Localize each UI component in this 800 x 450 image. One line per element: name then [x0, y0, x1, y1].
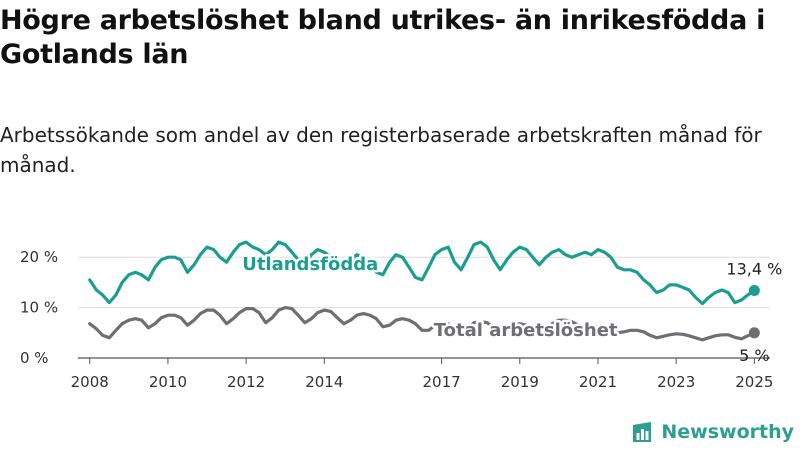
- x-tick-label: 2025: [735, 373, 773, 391]
- axes: 0 % 10 % 20 % 2008 2010 2012 2014 2017 2019 2021 2…: [20, 248, 773, 391]
- x-tick-label: 2010: [149, 373, 187, 391]
- gridlines: [78, 256, 770, 359]
- x-tick-label: 2008: [71, 373, 109, 391]
- x-tick-label: 2019: [501, 373, 539, 391]
- end-value-label-total: 5 %: [739, 346, 769, 365]
- y-tick-label: 0 %: [20, 349, 49, 367]
- series-label-total: Total arbetslöshet: [434, 320, 618, 341]
- y-tick-label: 20 %: [20, 248, 58, 266]
- x-tick-label: 2023: [657, 373, 695, 391]
- chart-subtitle: Arbetssökande som andel av den registerb…: [0, 123, 762, 177]
- series-lines: [88, 240, 760, 342]
- series-labels: Utlandsfödda Total arbetslöshet 13,4 % 5 %: [240, 251, 783, 365]
- series-label-utlandsfodda: Utlandsfödda: [242, 254, 378, 275]
- newsworthy-logo-icon: [633, 422, 652, 442]
- x-tick-label: 2017: [422, 373, 460, 391]
- series-line-1: [88, 306, 757, 342]
- series-line-0: [88, 240, 757, 306]
- brand-name: Newsworthy: [661, 421, 794, 443]
- x-tick-label: 2012: [227, 373, 265, 391]
- x-tick-label: 2014: [305, 373, 343, 391]
- series-end-point-0: [748, 284, 760, 296]
- end-value-label-utlandsfodda: 13,4 %: [726, 259, 782, 278]
- series-end-point-1: [748, 327, 760, 339]
- brand-logo: Newsworthy: [631, 420, 794, 444]
- y-tick-label: 10 %: [20, 299, 58, 317]
- chart-title: Högre arbetslöshet bland utrikes- än inr…: [0, 5, 766, 70]
- x-tick-label: 2021: [579, 373, 617, 391]
